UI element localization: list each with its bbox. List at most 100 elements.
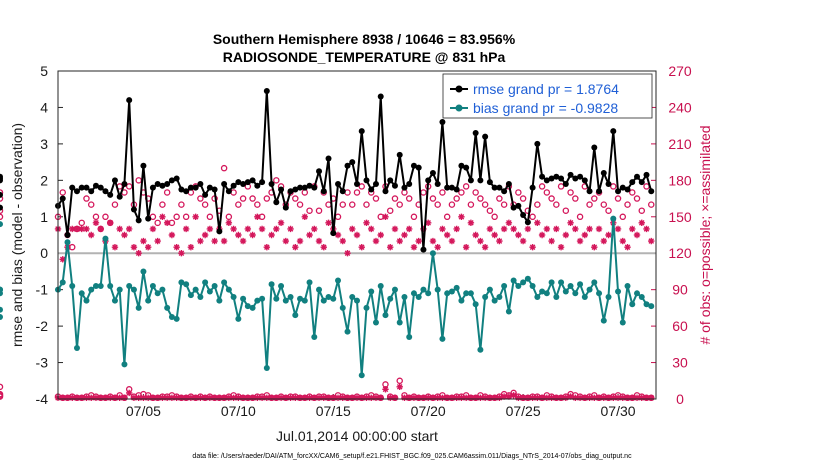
assimilated-count-marker <box>572 225 579 233</box>
rmse-point <box>211 186 218 193</box>
rmse-point <box>69 184 76 191</box>
assimilated-count-marker <box>372 394 380 401</box>
rmse-point <box>0 177 3 184</box>
possible-count-marker <box>638 207 646 214</box>
rmse-point <box>472 129 479 136</box>
bias-point <box>458 297 465 304</box>
assimilated-count-marker <box>458 213 465 220</box>
bias-point <box>0 306 3 313</box>
bias-point <box>515 283 522 290</box>
assimilated-count-marker <box>59 394 66 401</box>
rmse-point <box>619 184 626 191</box>
assimilated-count-marker <box>614 225 622 233</box>
bias-point <box>382 312 389 319</box>
rmse-point <box>510 204 517 211</box>
possible-count-marker <box>477 195 484 202</box>
assimilated-count-marker <box>239 394 247 401</box>
bias-point <box>415 293 422 300</box>
assimilated-count-marker <box>201 231 209 239</box>
assimilated-count-marker <box>239 237 247 245</box>
assimilated-count-marker <box>69 394 76 401</box>
assimilated-count-marker <box>88 394 95 401</box>
rmse-point <box>273 199 280 206</box>
assimilated-count-marker <box>619 394 626 401</box>
assimilated-count-marker <box>159 394 166 401</box>
bias-point <box>354 297 360 304</box>
bias-point <box>282 297 289 304</box>
rmse-point <box>629 179 636 186</box>
rmse-point <box>292 186 299 193</box>
assimilated-count-marker <box>363 219 370 227</box>
bias-point <box>230 293 237 300</box>
bias-point <box>643 301 650 308</box>
y-left-tick-label: -4 <box>36 391 49 407</box>
assimilated-count-marker <box>387 394 394 401</box>
possible-count-marker <box>614 195 622 202</box>
assimilated-count-marker <box>605 231 612 239</box>
bias-point <box>439 335 446 342</box>
possible-count-marker <box>562 207 570 214</box>
assimilated-count-marker <box>519 394 527 401</box>
possible-count-marker <box>159 201 166 208</box>
bias-point <box>107 283 114 290</box>
assimilated-count-marker <box>192 213 199 220</box>
rmse-point <box>624 186 631 193</box>
rmse-point <box>263 88 270 95</box>
rmse-point <box>88 188 95 195</box>
assimilated-count-marker <box>548 237 555 245</box>
bias-point <box>605 293 612 300</box>
rmse-point <box>154 180 161 187</box>
assimilated-count-marker <box>567 219 574 227</box>
possible-count-marker <box>481 201 489 208</box>
assimilated-count-marker <box>500 393 508 400</box>
bias-point <box>372 319 379 326</box>
possible-count-marker <box>296 201 304 208</box>
y-axis-label-right: # of obs: o=possible; ×=assimilated <box>697 125 713 344</box>
bias-point <box>178 279 185 286</box>
bias-point <box>629 301 636 308</box>
assimilated-count-marker <box>415 237 422 245</box>
chart-title-line2: RADIOSONDE_TEMPERATURE @ 831 hPa <box>223 49 506 65</box>
bias-point <box>501 283 508 290</box>
assimilated-count-marker <box>557 243 565 251</box>
assimilated-count-marker <box>496 237 503 245</box>
rmse-point <box>368 186 375 193</box>
assimilated-count-marker <box>244 225 252 233</box>
rmse-point <box>610 128 617 135</box>
possible-count-marker <box>439 189 446 196</box>
assimilated-count-marker <box>116 394 123 401</box>
bias-point <box>192 286 199 293</box>
assimilated-count-marker <box>292 394 299 401</box>
rmse-point <box>567 171 574 178</box>
rmse-point <box>581 177 588 184</box>
bias-point <box>610 215 617 222</box>
assimilated-count-marker <box>163 394 171 401</box>
assimilated-count-marker <box>491 231 498 239</box>
assimilated-count-marker <box>505 393 513 400</box>
bias-point <box>325 293 332 300</box>
y-left-tick-label: -1 <box>36 282 49 298</box>
assimilated-count-marker <box>410 394 418 401</box>
assimilated-count-marker <box>102 394 109 401</box>
assimilated-count-marker <box>273 225 280 233</box>
assimilated-count-marker <box>534 394 541 401</box>
assimilated-count-marker <box>83 225 90 233</box>
assimilated-count-marker <box>453 225 460 233</box>
assimilated-count-marker <box>515 231 522 239</box>
legend: rmse grand pr = 1.8764 bias grand pr = -… <box>442 73 653 119</box>
bias-point <box>467 290 474 297</box>
assimilated-count-marker <box>97 225 104 233</box>
rmse-point <box>140 162 147 169</box>
possible-count-marker <box>92 213 100 221</box>
assimilated-count-marker <box>97 394 104 401</box>
rmse-point <box>382 188 389 195</box>
assimilated-count-marker <box>543 394 551 401</box>
assimilated-count-marker <box>553 394 560 401</box>
assimilated-count-marker <box>130 394 138 401</box>
assimilated-count-marker <box>553 225 560 233</box>
assimilated-count-marker <box>406 225 413 233</box>
bias-point <box>263 365 270 372</box>
assimilated-count-marker <box>339 394 346 401</box>
assimilated-count-marker <box>92 219 100 227</box>
bias-point <box>396 319 403 326</box>
